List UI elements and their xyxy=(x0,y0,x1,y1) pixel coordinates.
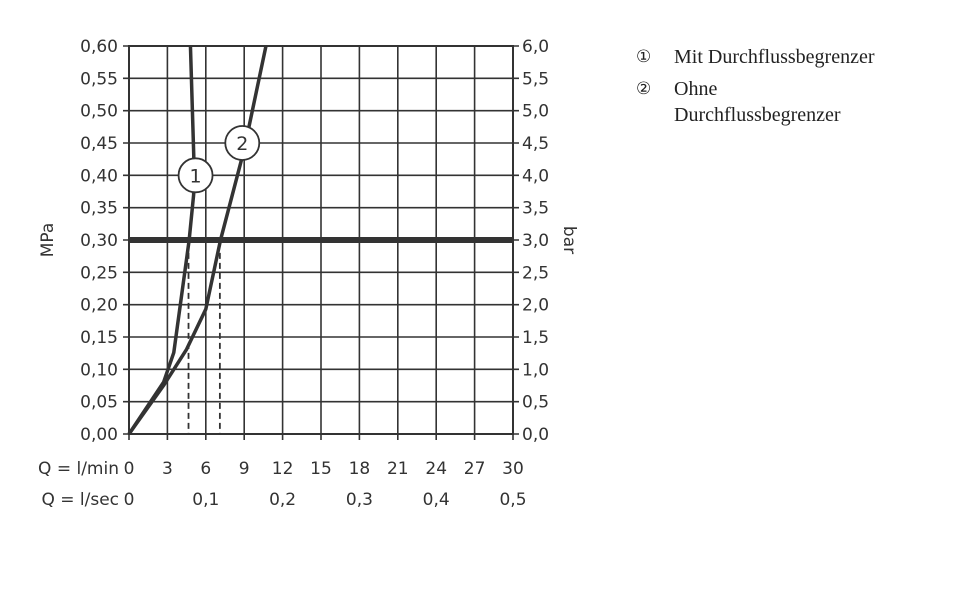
y-right-tick-label: 5,0 xyxy=(522,102,549,122)
x2-tick-label: 0,4 xyxy=(423,490,450,510)
x2-tick-label: 0,3 xyxy=(346,490,373,510)
x-tick-label: 30 xyxy=(502,459,524,479)
x2-tick-label: 0,5 xyxy=(499,490,526,510)
legend-label: Mit Durchflussbegrenzer xyxy=(674,46,875,68)
y-tick-label: 0,60 xyxy=(80,37,118,57)
y-tick-label: 0,20 xyxy=(80,296,118,316)
x-tick-label: 9 xyxy=(239,459,250,479)
y-tick-label: 0,40 xyxy=(80,166,118,186)
x2-tick-label: 0,1 xyxy=(192,490,219,510)
x2-tick-label: 0 xyxy=(124,490,135,510)
y-right-tick-label: 0,5 xyxy=(522,393,549,413)
y-right-tick-label: 3,0 xyxy=(522,231,549,251)
x-tick-label: 27 xyxy=(464,459,486,479)
x2-tick-label: 0,2 xyxy=(269,490,296,510)
legend-number: ② xyxy=(636,79,652,99)
x-tick-label: 12 xyxy=(272,459,294,479)
y-right-tick-label: 0,0 xyxy=(522,425,549,445)
y-tick-label: 0,15 xyxy=(80,328,118,348)
x-tick-label: 6 xyxy=(200,459,211,479)
y-right-tick-label: 1,0 xyxy=(522,360,549,380)
y-tick-label: 0,25 xyxy=(80,263,118,283)
y-tick-label: 0,45 xyxy=(80,134,118,154)
series-marker-1 xyxy=(177,157,214,194)
series-marker-label: 1 xyxy=(190,165,202,187)
y-tick-label: 0,10 xyxy=(80,360,118,380)
x-tick-label: 15 xyxy=(310,459,332,479)
x-tick-label: 0 xyxy=(124,459,135,479)
x-axis-label: Q = l/min xyxy=(38,459,119,479)
legend-number: ① xyxy=(636,47,652,67)
y-axis-label: MPa xyxy=(38,223,58,258)
y-tick-label: 0,50 xyxy=(80,102,118,122)
x-tick-label: 3 xyxy=(162,459,173,479)
x-tick-label: 21 xyxy=(387,459,409,479)
x-tick-label: 24 xyxy=(425,459,447,479)
legend: ① Mit Durchflussbegrenzer ② Ohne Durchfl… xyxy=(636,44,875,134)
y-right-tick-label: 6,0 xyxy=(522,37,549,57)
y-right-tick-label: 2,0 xyxy=(522,296,549,316)
x-tick-label: 18 xyxy=(349,459,371,479)
y-right-tick-label: 4,0 xyxy=(522,166,549,186)
legend-label: Ohne Durchflussbegrenzer xyxy=(674,78,841,126)
legend-item-1: ① Mit Durchflussbegrenzer xyxy=(636,44,875,70)
x2-axis-label: Q = l/sec xyxy=(41,490,119,510)
y-right-tick-label: 5,5 xyxy=(522,69,549,89)
y-right-tick-label: 1,5 xyxy=(522,328,549,348)
y-right-axis-label: bar xyxy=(559,226,579,254)
y-right-tick-label: 3,5 xyxy=(522,199,549,219)
y-tick-label: 0,30 xyxy=(80,231,118,251)
y-tick-label: 0,35 xyxy=(80,199,118,219)
y-tick-label: 0,05 xyxy=(80,393,118,413)
series-marker-2 xyxy=(224,125,261,161)
y-right-tick-label: 2,5 xyxy=(522,263,549,283)
y-tick-label: 0,00 xyxy=(80,425,118,445)
y-tick-label: 0,55 xyxy=(80,69,118,89)
legend-item-2: ② Ohne Durchflussbegrenzer xyxy=(636,76,875,128)
series-marker-label: 2 xyxy=(236,133,248,155)
y-right-tick-label: 4,5 xyxy=(522,134,549,154)
